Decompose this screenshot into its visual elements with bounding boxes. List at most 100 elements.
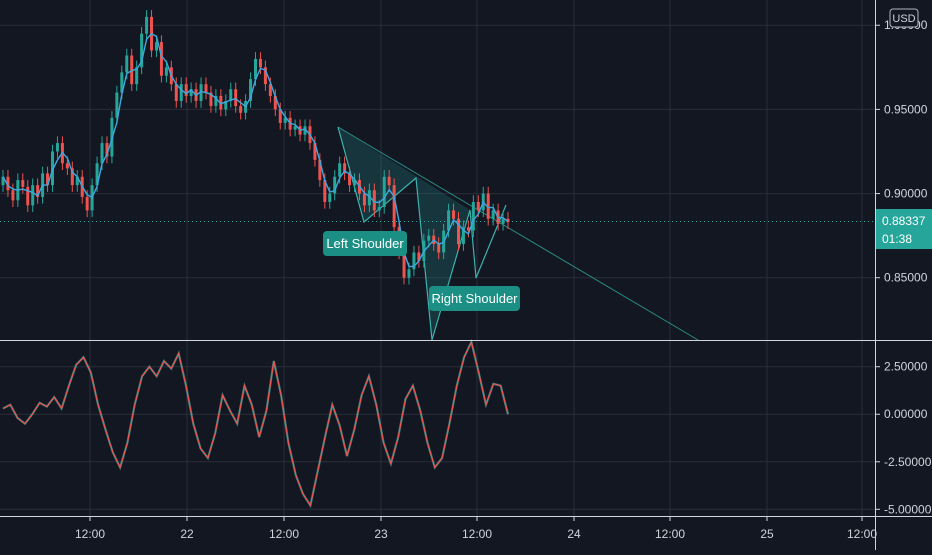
neckline-trendline: [337, 126, 699, 341]
candle-body: [377, 207, 381, 211]
candle-body: [70, 168, 74, 186]
candle-body: [46, 173, 50, 186]
candle-body: [501, 218, 505, 224]
candle-body: [135, 67, 139, 85]
candle-body: [362, 193, 366, 206]
oscillator-axis-label: 2.50000: [884, 360, 928, 374]
candle-body: [268, 84, 272, 96]
candle-body: [55, 143, 59, 152]
candle-body: [189, 89, 193, 96]
candle-body: [506, 218, 510, 223]
candle-body: [184, 84, 188, 96]
candle-body: [486, 193, 490, 219]
candle-body: [65, 163, 69, 169]
last-price-countdown: 01:38: [882, 232, 912, 246]
candle-body: [452, 210, 456, 219]
candle-body: [283, 117, 287, 123]
candle-body: [427, 235, 431, 241]
candle-body: [303, 126, 307, 135]
candle-body: [159, 42, 163, 76]
candle-body: [21, 180, 25, 187]
candle-body: [338, 163, 342, 177]
candle-body: [348, 173, 352, 186]
candle-body: [273, 95, 277, 110]
left-shoulder-label[interactable]: Left Shoulder: [323, 231, 407, 256]
candle-body: [95, 163, 99, 186]
candle-body: [367, 190, 371, 206]
time-axis-label: 24: [567, 527, 581, 541]
time-axis-label: 12:00: [655, 527, 685, 541]
candle-body: [476, 201, 480, 211]
candle-body: [219, 95, 223, 110]
annotation-box: [429, 286, 520, 311]
candle-body: [120, 72, 124, 93]
candle-body: [263, 67, 267, 85]
candle-body: [130, 55, 134, 85]
candle-body: [456, 218, 460, 245]
price-average-line: [2, 32, 509, 268]
candle-body: [293, 126, 297, 130]
candle-body: [209, 92, 213, 107]
axis-labels: 12:002212:002312:002412:002512:001.00000…: [75, 18, 932, 541]
candle-body: [407, 269, 411, 278]
time-axis-label: 12:00: [462, 527, 492, 541]
candle-body: [412, 252, 416, 270]
candle-body: [105, 143, 109, 157]
candle-body: [333, 176, 337, 194]
time-axis-label: 23: [374, 527, 388, 541]
candle-body: [437, 244, 441, 253]
oscillator: [2, 338, 510, 509]
candle-body: [447, 210, 451, 231]
candle-body: [278, 109, 282, 123]
time-axis-label: 12:00: [269, 527, 299, 541]
grid: [0, 0, 875, 516]
annotations: Left Shoulder Right Shoulder: [323, 231, 520, 311]
oscillator-axis-label: 0.00000: [884, 407, 928, 421]
candle-body: [75, 176, 79, 186]
oscillator-main-line: [2, 340, 509, 508]
price-axis-label: 0.90000: [884, 187, 928, 201]
candle-body: [313, 143, 317, 160]
candle-body: [224, 100, 228, 110]
candle-body: [466, 227, 470, 231]
candle-body: [26, 186, 30, 206]
candle-body: [323, 180, 327, 202]
candle-body: [36, 185, 40, 197]
candle-body: [328, 193, 332, 202]
candle-body: [204, 84, 208, 93]
candle-body: [353, 180, 357, 186]
annotation-text: Right Shoulder: [432, 291, 519, 306]
candle-body: [471, 201, 475, 231]
candle-body: [174, 84, 178, 101]
currency-badge[interactable]: USD: [889, 8, 919, 28]
candle-body: [100, 143, 104, 164]
candle-body: [125, 55, 129, 73]
candle-body: [51, 151, 55, 186]
oscillator-axis-label: -2.50000: [884, 455, 932, 469]
candle-body: [115, 92, 119, 118]
time-axis-label: 12:00: [847, 527, 877, 541]
currency-label: USD: [892, 13, 915, 25]
candle-body: [372, 190, 376, 211]
candle-body: [214, 95, 218, 107]
candle-body: [417, 252, 421, 261]
annotation-text: Left Shoulder: [326, 236, 404, 251]
candle-body: [491, 210, 495, 219]
candle-body: [239, 106, 243, 113]
candle-body: [154, 42, 158, 51]
last-price-badge: 0.88337 01:38: [876, 209, 932, 249]
candle-body: [229, 89, 233, 101]
candle-body: [234, 89, 238, 107]
right-shoulder-label[interactable]: Right Shoulder: [429, 286, 520, 311]
candle-body: [461, 227, 465, 245]
candle-body: [254, 58, 257, 80]
candle-body: [145, 16, 149, 34]
candle-body: [140, 33, 144, 68]
candle-body: [343, 163, 347, 174]
candle-body: [258, 58, 262, 68]
oscillator-axis-label: -5.00000: [884, 502, 932, 516]
candle-body: [6, 176, 10, 191]
